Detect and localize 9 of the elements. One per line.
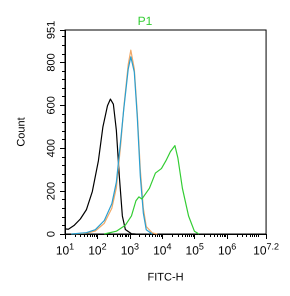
y-tick-label: 600 — [46, 96, 58, 114]
y-tick-label: 800 — [46, 53, 58, 72]
y-tick-label: 400 — [46, 139, 58, 158]
y-axis-title: Count — [16, 117, 28, 147]
y-tick-label: 200 — [46, 182, 58, 200]
x-axis-title: FITC-H — [148, 272, 184, 284]
y-tick-label: 951 — [46, 20, 58, 40]
chart-title: P1 — [138, 14, 153, 28]
y-tick-label: 0 — [46, 230, 58, 238]
